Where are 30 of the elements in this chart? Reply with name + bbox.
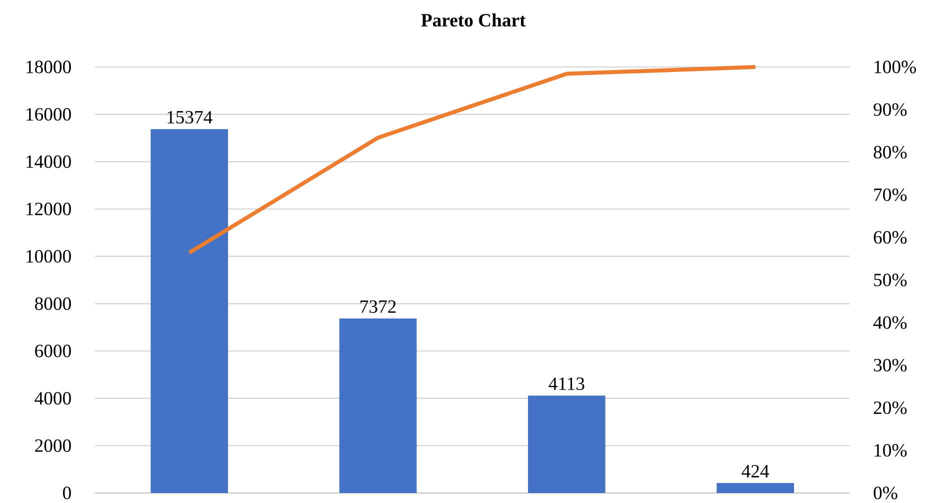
- data-label: 4113: [548, 378, 584, 390]
- y-tick-label: 4000: [34, 392, 71, 405]
- y-tick-label: 12000: [26, 202, 71, 216]
- data-label: 424: [742, 464, 770, 478]
- y-tick-label: 2000: [35, 439, 71, 452]
- bar: [339, 318, 417, 493]
- y-tick-label: 0: [63, 486, 71, 500]
- y2-tick-label: 10%: [874, 444, 907, 457]
- y2-tick-label: 80%: [874, 146, 907, 159]
- y-tick-label: 18000: [26, 60, 71, 74]
- bar: [150, 129, 228, 493]
- y2-tick-label: 20%: [874, 401, 907, 414]
- y2-tick-label: 100%: [874, 60, 916, 74]
- y2-tick-label: 0%: [874, 486, 898, 500]
- y2-tick-label: 40%: [873, 316, 907, 329]
- data-label: 7372: [360, 300, 396, 313]
- data-label: 15374: [168, 111, 212, 124]
- y2-tick-label: 60%: [874, 231, 907, 244]
- y2-tick-label: 90%: [874, 103, 907, 116]
- y2-tick-label: 30%: [874, 358, 907, 372]
- bar: [528, 396, 606, 493]
- y2-tick-label: 70%: [874, 188, 907, 202]
- chart-title: Pareto Chart: [421, 13, 526, 27]
- y-tick-label: 14000: [26, 155, 71, 168]
- y-tick-label: 8000: [35, 297, 71, 310]
- y-tick-label: 6000: [35, 344, 71, 358]
- y2-tick-label: 50%: [874, 274, 907, 286]
- bar: [716, 482, 794, 493]
- y-tick-label: 16000: [26, 108, 71, 121]
- y-tick-label: 10000: [26, 250, 71, 263]
